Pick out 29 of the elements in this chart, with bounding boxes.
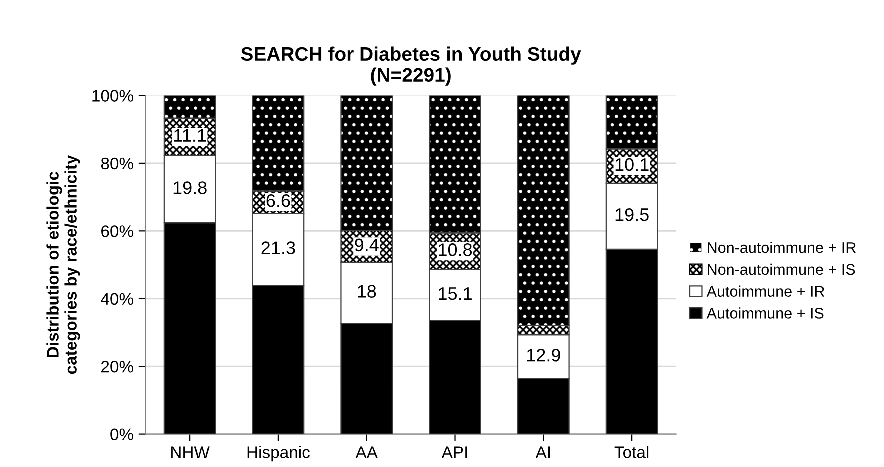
data-label: 12.9 — [527, 349, 560, 362]
x-tick-label: API — [442, 446, 468, 458]
data-label: 10.1 — [616, 158, 649, 172]
y-axis-title: Distribution of etiologic categories by race/ethnicity — [46, 155, 80, 374]
data-label: 21.3 — [262, 242, 296, 254]
data-label: 6.6 — [266, 194, 290, 208]
x-tick-label: NHW — [172, 446, 210, 458]
data-label: 11.1 — [174, 129, 206, 142]
data-label: 19.5 — [616, 208, 649, 222]
data-label: 19.8 — [174, 182, 207, 194]
y-tick-label: 20% — [102, 360, 134, 373]
legend-label: Non-autoimmune + IR — [708, 242, 856, 254]
chart-title: SEARCH for Diabetes in Youth Study (N=2291) — [241, 46, 582, 86]
data-label: 9.4 — [355, 238, 379, 252]
data-label: 10.8 — [439, 244, 472, 256]
y-tick-label: 0% — [110, 428, 134, 441]
data-label: 18 — [358, 285, 376, 298]
legend-label: Autoimmune + IS — [706, 308, 824, 319]
y-tick-label: 80% — [101, 158, 134, 170]
x-tick-label: Total — [614, 446, 649, 458]
legend-label: Non-autoimmune + IS — [708, 264, 856, 276]
x-tick-label: AI — [536, 446, 550, 458]
x-tick-label: AA — [356, 446, 378, 458]
y-tick-label: 100% — [92, 90, 134, 102]
data-label: 15.1 — [439, 288, 472, 300]
y-tick-label: 40% — [101, 293, 134, 306]
legend-label: Autoimmune + IR — [706, 286, 825, 297]
x-tick-label: Hispanic — [248, 446, 310, 462]
y-tick-label: 60% — [102, 226, 134, 238]
